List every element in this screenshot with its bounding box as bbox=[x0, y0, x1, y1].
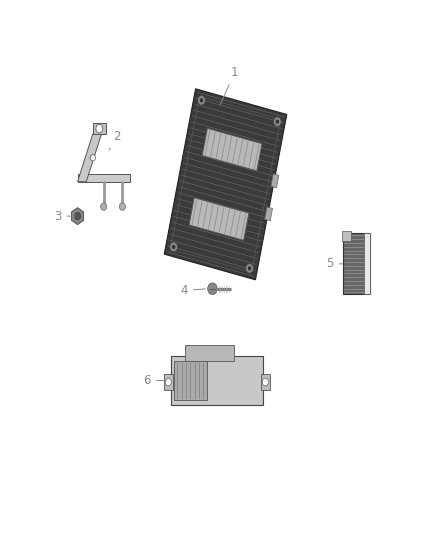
Polygon shape bbox=[164, 89, 287, 280]
Polygon shape bbox=[71, 208, 84, 224]
Bar bbox=[342, 231, 351, 241]
Circle shape bbox=[170, 242, 177, 252]
Bar bbox=[163, 374, 173, 390]
Bar bbox=[343, 233, 370, 294]
Circle shape bbox=[74, 213, 81, 220]
Circle shape bbox=[172, 245, 175, 249]
Bar bbox=[364, 233, 370, 294]
Polygon shape bbox=[202, 128, 262, 171]
Circle shape bbox=[198, 95, 205, 105]
FancyBboxPatch shape bbox=[171, 357, 263, 405]
Text: 1: 1 bbox=[220, 67, 238, 105]
Circle shape bbox=[96, 124, 103, 133]
Text: 3: 3 bbox=[54, 209, 75, 223]
Text: 5: 5 bbox=[326, 257, 343, 270]
Circle shape bbox=[276, 119, 279, 124]
Bar bbox=[185, 345, 234, 361]
Polygon shape bbox=[265, 207, 272, 221]
Polygon shape bbox=[93, 123, 106, 134]
Circle shape bbox=[90, 155, 95, 161]
Circle shape bbox=[208, 283, 217, 295]
Bar bbox=[174, 361, 207, 400]
Text: 4: 4 bbox=[180, 284, 205, 297]
Circle shape bbox=[119, 203, 125, 211]
Circle shape bbox=[273, 117, 281, 126]
Bar bbox=[261, 374, 270, 390]
Circle shape bbox=[101, 203, 107, 211]
Circle shape bbox=[248, 266, 251, 270]
Circle shape bbox=[262, 378, 268, 386]
Text: 2: 2 bbox=[110, 130, 120, 150]
Polygon shape bbox=[271, 174, 279, 188]
Circle shape bbox=[200, 98, 203, 102]
Text: 6: 6 bbox=[143, 374, 166, 387]
Polygon shape bbox=[78, 134, 102, 182]
Circle shape bbox=[165, 378, 171, 386]
Polygon shape bbox=[189, 198, 249, 240]
Polygon shape bbox=[78, 174, 130, 182]
Circle shape bbox=[246, 264, 254, 273]
